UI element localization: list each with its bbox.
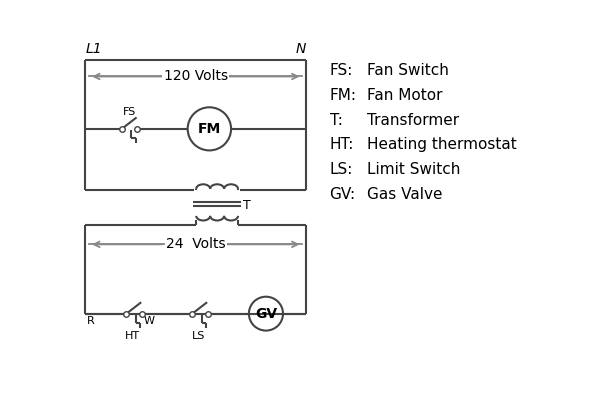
Text: L1: L1 [86, 42, 102, 56]
Text: FS:: FS: [329, 63, 353, 78]
Text: GV:: GV: [329, 186, 356, 202]
Text: Limit Switch: Limit Switch [367, 162, 460, 177]
Text: LS: LS [192, 330, 205, 340]
Text: N: N [296, 42, 306, 56]
Text: W: W [143, 316, 155, 326]
Text: FM:: FM: [329, 88, 356, 103]
Text: HT: HT [125, 330, 140, 340]
Text: Fan Motor: Fan Motor [367, 88, 442, 103]
Text: R: R [87, 316, 94, 326]
Text: HT:: HT: [329, 137, 354, 152]
Text: LS:: LS: [329, 162, 353, 177]
Text: T:: T: [329, 113, 342, 128]
Text: FS: FS [123, 106, 137, 116]
Text: Gas Valve: Gas Valve [367, 186, 442, 202]
Text: FM: FM [198, 122, 221, 136]
Text: GV: GV [255, 307, 277, 321]
Text: Heating thermostat: Heating thermostat [367, 137, 516, 152]
Text: Transformer: Transformer [367, 113, 459, 128]
Text: T: T [242, 198, 250, 212]
Text: Fan Switch: Fan Switch [367, 63, 448, 78]
Text: 120 Volts: 120 Volts [164, 70, 228, 84]
Text: 24  Volts: 24 Volts [166, 237, 225, 251]
